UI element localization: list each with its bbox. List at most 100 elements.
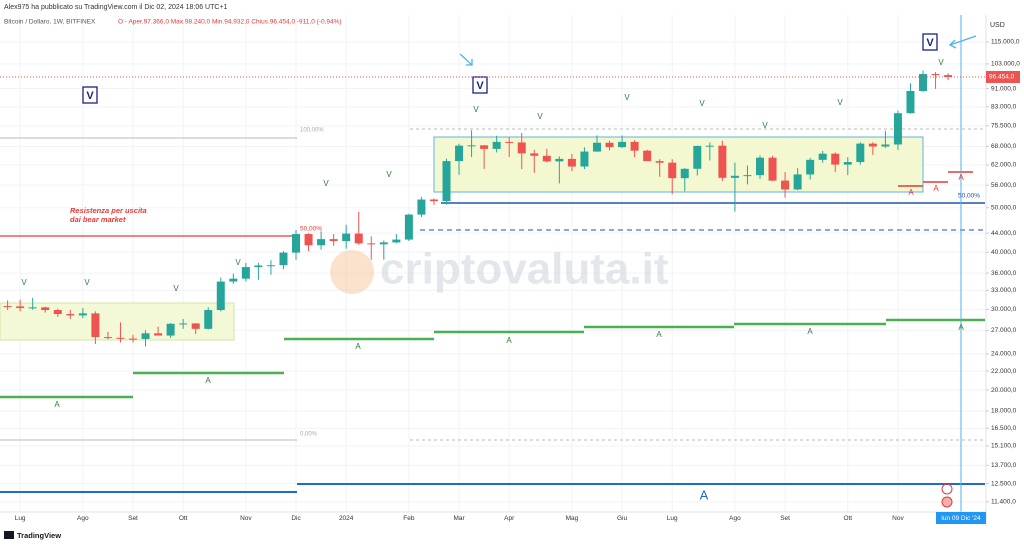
v-mark: V xyxy=(386,170,392,179)
x-tick-label: Ago xyxy=(729,515,741,522)
y-tick-label: 13.700,0 xyxy=(991,462,1017,469)
candle-body xyxy=(705,145,714,147)
candle-body xyxy=(856,143,865,163)
candle-body xyxy=(392,239,401,243)
a-mark: A xyxy=(54,400,60,409)
v-mark: V xyxy=(537,112,543,121)
candle-body xyxy=(204,310,213,329)
x-tick-label: Set xyxy=(780,515,790,522)
candle-body xyxy=(78,313,87,316)
y-tick-label: 50.000,0 xyxy=(991,204,1017,211)
candle-body xyxy=(567,158,576,167)
red-a-mark: A xyxy=(908,188,914,197)
y-tick-label: 68.000,0 xyxy=(991,143,1017,150)
v-mark: V xyxy=(837,98,843,107)
v-mark: V xyxy=(323,179,329,188)
v-box xyxy=(82,86,98,104)
candle-body xyxy=(743,175,752,177)
v-mark: V xyxy=(473,105,479,114)
candles xyxy=(3,70,953,347)
y-tick-label: 103.000,0 xyxy=(991,61,1020,68)
x-tick-label: Ott xyxy=(179,515,188,522)
candle-body xyxy=(781,180,790,190)
candle-body xyxy=(103,337,112,339)
candle-body xyxy=(643,150,652,162)
boxed-v: V xyxy=(476,80,484,92)
cursor-date-box xyxy=(936,512,986,524)
candle-body xyxy=(179,323,188,325)
candle-body xyxy=(129,338,137,340)
candle-body xyxy=(3,306,12,308)
y-tick-label: 11.400,0 xyxy=(991,499,1016,506)
candle-body xyxy=(693,145,702,169)
candle-body xyxy=(618,141,627,148)
red-a-mark: A xyxy=(933,184,939,193)
candle-body xyxy=(931,74,940,76)
candle-body xyxy=(630,141,639,151)
candle-body xyxy=(793,174,802,190)
range-box xyxy=(0,302,235,341)
x-tick-label: Nov xyxy=(240,515,252,522)
candle-body xyxy=(304,234,313,246)
candle-body xyxy=(342,233,351,241)
a-mark: A xyxy=(656,330,662,339)
candle-body xyxy=(329,239,338,241)
v-mark: V xyxy=(235,258,241,267)
footer: TradingView xyxy=(17,531,61,540)
candle-body xyxy=(893,113,902,145)
v-mark: V xyxy=(173,284,179,293)
candle-body xyxy=(592,142,601,152)
candle-body xyxy=(530,153,539,156)
v-mark: V xyxy=(21,278,27,287)
y-tick-label: 36.000,0 xyxy=(991,270,1017,277)
candle-body xyxy=(241,267,250,279)
candle-body xyxy=(831,153,840,165)
candle-body xyxy=(580,151,589,167)
y-tick-label: 16.500,0 xyxy=(991,425,1017,432)
fib-label: 100,00% xyxy=(300,128,324,134)
candle-body xyxy=(367,243,376,245)
x-tick-label: Nov xyxy=(892,515,904,522)
a-mark: A xyxy=(807,327,813,336)
last-price-label: 96.454,0 xyxy=(989,74,1015,81)
candle-body xyxy=(28,307,37,309)
cursor-date: lun 09 Dic '24 xyxy=(941,515,981,522)
icon xyxy=(941,496,953,508)
y-tick-label: 12.500,0 xyxy=(991,480,1017,487)
candle-body xyxy=(818,153,827,160)
candle-body xyxy=(91,313,100,338)
x-tick-label: Ott xyxy=(843,515,852,522)
candle-body xyxy=(668,162,677,179)
v-mark: V xyxy=(762,121,768,130)
boxed-v: V xyxy=(926,37,934,49)
y-tick-label: 20.000,0 xyxy=(991,387,1017,394)
a-mark: A xyxy=(506,336,512,345)
a-mark: A xyxy=(355,342,361,351)
arrow xyxy=(459,53,473,66)
candle-body xyxy=(542,155,551,162)
y-tick-label: 44.000,0 xyxy=(991,230,1017,237)
note: dai bear market xyxy=(70,215,126,224)
candle-body xyxy=(166,323,175,336)
x-tick-label: Ago xyxy=(77,515,89,522)
arrows xyxy=(459,35,977,66)
y-tick-label: 56.000,0 xyxy=(991,182,1017,189)
candle-body xyxy=(480,145,489,149)
y-tick-label: 62.000,0 xyxy=(991,162,1017,169)
candle-body xyxy=(141,333,150,339)
y-tick-label: 83.000,0 xyxy=(991,104,1017,111)
x-tick-label: Dic xyxy=(291,515,301,522)
v-mark: V xyxy=(699,99,705,108)
candle-body xyxy=(442,161,451,202)
boxed-v: V xyxy=(86,90,94,102)
ohlc: O - Aper.97.366,0 Max.98.240,0 Min.94.93… xyxy=(118,19,342,26)
candle-body xyxy=(354,233,363,244)
candle-body xyxy=(41,307,50,311)
candle-body xyxy=(868,143,877,147)
y-tick-label: 18.000,0 xyxy=(991,408,1017,415)
watermark: criptovaluta.it xyxy=(330,245,669,294)
fib-label: 50,00% xyxy=(300,226,322,233)
candle-body xyxy=(191,323,200,329)
